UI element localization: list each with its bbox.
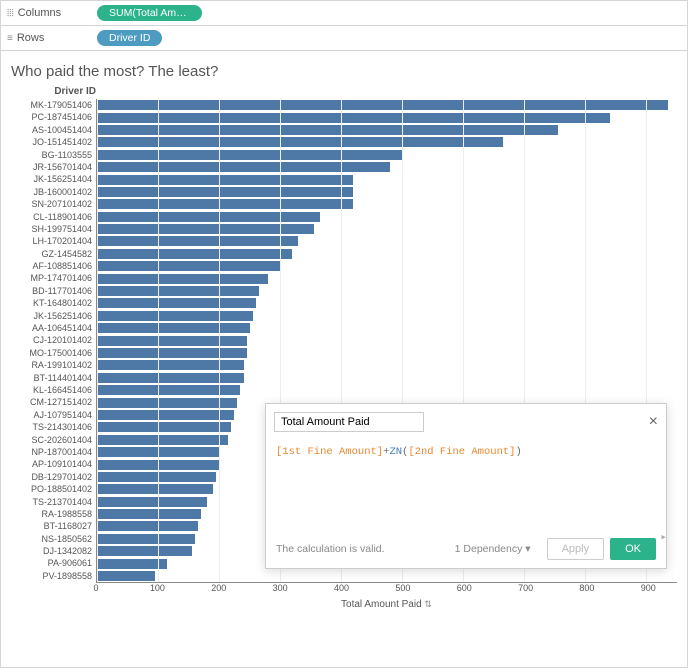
- y-axis-category-label: BG-1103555: [11, 149, 96, 161]
- y-axis-category-label: MO-175001406: [11, 347, 96, 359]
- x-axis-tick-label: 500: [395, 583, 410, 593]
- x-axis-tick-label: 0: [93, 583, 98, 593]
- y-axis-category-label: PA-906061: [11, 557, 96, 569]
- rows-icon: ≡: [7, 33, 13, 44]
- y-axis-category-label: CL-118901406: [11, 211, 96, 223]
- chevron-down-icon: ▾: [525, 543, 530, 555]
- y-axis-category-label: JK-156251404: [11, 173, 96, 185]
- x-axis-tick-label: 200: [211, 583, 226, 593]
- columns-pill[interactable]: SUM(Total Amount P...: [97, 5, 202, 21]
- y-axis-category-label: CM-127151402: [11, 396, 96, 408]
- columns-shelf[interactable]: ⦙⦙⦙ Columns SUM(Total Amount P...: [1, 1, 687, 26]
- x-axis-tick-label: 600: [457, 583, 472, 593]
- ok-button[interactable]: OK: [610, 538, 656, 560]
- y-axis-category-label: AF-108851406: [11, 260, 96, 272]
- y-axis-category-label: PV-1898558: [11, 570, 96, 582]
- columns-shelf-label: ⦙⦙⦙ Columns: [7, 7, 87, 19]
- y-axis-category-label: SH-199751404: [11, 223, 96, 235]
- chart-title: Who paid the most? The least?: [11, 63, 677, 80]
- y-axis-category-label: CJ-120101402: [11, 334, 96, 346]
- rows-shelf[interactable]: ≡ Rows Driver ID: [1, 26, 687, 51]
- expand-icon[interactable]: ▸: [660, 530, 667, 544]
- y-axis-category-label: TS-214301406: [11, 421, 96, 433]
- y-axis-category-label: AP-109101404: [11, 458, 96, 470]
- y-axis-category-label: NP-187001404: [11, 446, 96, 458]
- y-axis-category-label: JR-156701404: [11, 161, 96, 173]
- y-axis-category-label: RA-199101402: [11, 359, 96, 371]
- y-axis-category-label: AJ-107951404: [11, 409, 96, 421]
- x-axis-tick-label: 800: [579, 583, 594, 593]
- y-axis-category-label: KL-166451406: [11, 384, 96, 396]
- columns-icon: ⦙⦙⦙: [7, 8, 14, 19]
- columns-text: Columns: [18, 7, 61, 19]
- y-axis-category-label: LH-170201404: [11, 235, 96, 247]
- y-axis-category-label: JO-151451402: [11, 136, 96, 148]
- y-axis-category-label: JK-156251406: [11, 310, 96, 322]
- apply-button[interactable]: Apply: [547, 538, 605, 560]
- y-axis-category-label: SC-202601404: [11, 434, 96, 446]
- close-icon[interactable]: ×: [649, 414, 658, 430]
- calc-status-text: The calculation is valid.: [276, 543, 385, 555]
- rows-text: Rows: [17, 32, 45, 44]
- y-axis-category-label: AA-106451404: [11, 322, 96, 334]
- y-axis-category-label: KT-164801402: [11, 297, 96, 309]
- y-axis-category-label: BT-114401404: [11, 372, 96, 384]
- x-axis-tick-label: 100: [150, 583, 165, 593]
- y-axis-category-label: MP-174701406: [11, 272, 96, 284]
- y-axis-category-label: DJ-1342082: [11, 545, 96, 557]
- y-axis-category-label: AS-100451404: [11, 124, 96, 136]
- calc-formula-body[interactable]: [1st Fine Amount]+ZN([2nd Fine Amount]) …: [266, 440, 666, 530]
- rows-shelf-label: ≡ Rows: [7, 32, 87, 44]
- y-axis-category-label: GZ-1454582: [11, 248, 96, 260]
- y-axis-title: Driver ID: [11, 86, 96, 97]
- formula-paren-close: ): [515, 446, 521, 458]
- formula-field2: [2nd Fine Amount]: [408, 446, 515, 458]
- x-axis-title: Total Amount Paid ⇅: [96, 599, 677, 610]
- sort-descending-icon[interactable]: ⇅: [424, 599, 432, 609]
- x-axis-tick-label: 300: [273, 583, 288, 593]
- x-axis-tick-label: 400: [334, 583, 349, 593]
- y-axis-category-label: BD-117701406: [11, 285, 96, 297]
- y-axis-category-label: TS-213701404: [11, 496, 96, 508]
- calc-dialog-footer: The calculation is valid. 1 Dependency ▾…: [266, 530, 666, 568]
- y-axis-category-label: RA-1988558: [11, 508, 96, 520]
- y-axis-category-label: JB-160001402: [11, 186, 96, 198]
- calculation-dialog[interactable]: × [1st Fine Amount]+ZN([2nd Fine Amount]…: [265, 403, 667, 569]
- y-axis-category-label: PO-188501402: [11, 483, 96, 495]
- y-axis-category-label: DB-129701402: [11, 471, 96, 483]
- formula-field1: [1st Fine Amount]: [276, 446, 383, 458]
- dependency-dropdown[interactable]: 1 Dependency ▾: [455, 543, 531, 555]
- calc-name-input[interactable]: [274, 412, 424, 432]
- calc-dialog-header: ×: [266, 404, 666, 440]
- y-axis-category-label: SN-207101402: [11, 198, 96, 210]
- y-axis-category-label: MK-179051406: [11, 99, 96, 111]
- formula-fn: ZN: [389, 446, 402, 458]
- y-axis-category-label: PC-187451406: [11, 111, 96, 123]
- rows-pill[interactable]: Driver ID: [97, 30, 162, 46]
- x-axis: 0 100 200 300 400 500 600 700 800 900: [96, 583, 677, 597]
- y-axis-category-label: NS-1850562: [11, 533, 96, 545]
- x-axis-tick-label: 900: [641, 583, 656, 593]
- x-axis-tick-label: 700: [518, 583, 533, 593]
- y-axis-labels: MK-179051406PC-187451406AS-100451404JO-1…: [11, 99, 96, 583]
- y-axis-category-label: BT-1168027: [11, 520, 96, 532]
